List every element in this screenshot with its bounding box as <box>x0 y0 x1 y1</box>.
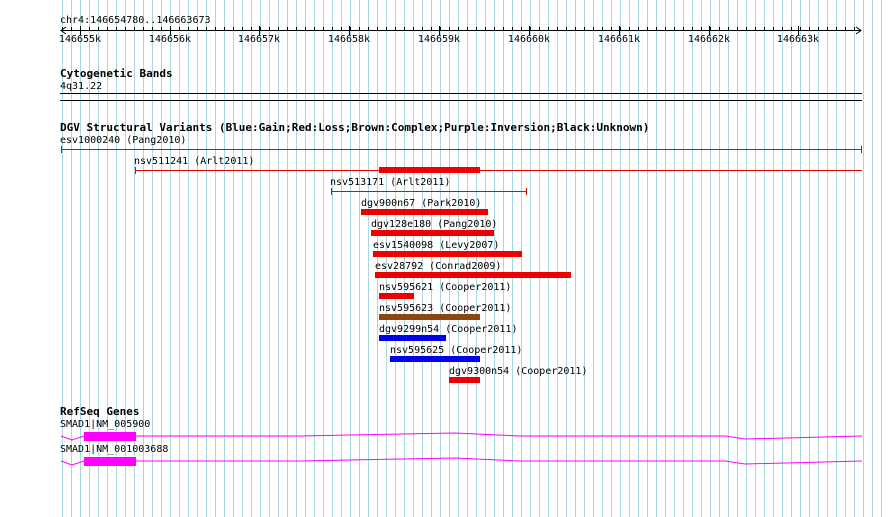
variant-label[interactable]: dgv9300n54 (Cooper2011) <box>449 366 588 377</box>
variant-bar[interactable] <box>361 209 488 215</box>
gene-label[interactable]: SMAD1|NM_005900 <box>60 419 151 430</box>
ruler-tick-label: 146657k <box>237 34 281 45</box>
cytoband-name[interactable]: 4q31.22 <box>60 81 103 92</box>
ruler-tick-label: 146655k <box>58 34 102 45</box>
variant-label[interactable]: nsv595621 (Cooper2011) <box>379 282 512 293</box>
variant-label[interactable]: esv1000240 (Pang2010) <box>60 135 187 146</box>
gene-intron-line[interactable] <box>60 457 863 466</box>
gene-label[interactable]: SMAD1|NM_001003688 <box>60 444 169 455</box>
ruler-tick-label: 146663k <box>776 34 820 45</box>
variant-bar[interactable] <box>379 167 480 173</box>
ruler-tick-label: 146659k <box>417 34 461 45</box>
variant-bar[interactable] <box>373 251 522 257</box>
gene-exon-block[interactable] <box>84 432 136 441</box>
variant-label[interactable]: nsv513171 (Arlt2011) <box>330 177 451 188</box>
variant-bar[interactable] <box>379 293 414 299</box>
variant-bar[interactable] <box>379 335 446 341</box>
variant-label[interactable]: dgv9299n54 (Cooper2011) <box>379 324 518 335</box>
variant-label[interactable]: dgv128e180 (Pang2010) <box>371 219 498 230</box>
variant-bar[interactable] <box>371 230 494 236</box>
variant-bar[interactable] <box>390 356 480 362</box>
ruler-tick-label: 146658k <box>327 34 371 45</box>
ruler-left-arrow <box>60 26 67 35</box>
variant-label[interactable]: nsv595625 (Cooper2011) <box>390 345 523 356</box>
ruler-landmark: chr4:146654780..146663673 <box>60 15 211 26</box>
variant-label[interactable]: esv28792 (Conrad2009) <box>375 261 502 272</box>
ruler-right-arrow <box>855 26 862 35</box>
ruler-tick-label: 146661k <box>597 34 641 45</box>
variant-label[interactable]: nsv595623 (Cooper2011) <box>379 303 512 314</box>
gene-exon-block[interactable] <box>84 457 136 466</box>
cytoband-track-title: Cytogenetic Bands <box>60 67 173 80</box>
gene-intron-line[interactable] <box>60 432 863 441</box>
ruler-tick-label: 146662k <box>687 34 731 45</box>
variant-bar[interactable] <box>449 377 480 383</box>
variant-label[interactable]: nsv511241 (Arlt2011) <box>134 156 255 167</box>
ruler-tick-label: 146660k <box>507 34 551 45</box>
variant-label[interactable]: dgv900n67 (Park2010) <box>361 198 482 209</box>
variant-bar[interactable] <box>379 314 480 320</box>
variant-bar[interactable] <box>375 272 571 278</box>
dgv-track-title: DGV Structural Variants (Blue:Gain;Red:L… <box>60 121 650 134</box>
ruler-tick-label: 146656k <box>148 34 192 45</box>
variant-label[interactable]: esv1540098 (Levy2007) <box>373 240 500 251</box>
refseq-track-title: RefSeq Genes <box>60 405 140 418</box>
